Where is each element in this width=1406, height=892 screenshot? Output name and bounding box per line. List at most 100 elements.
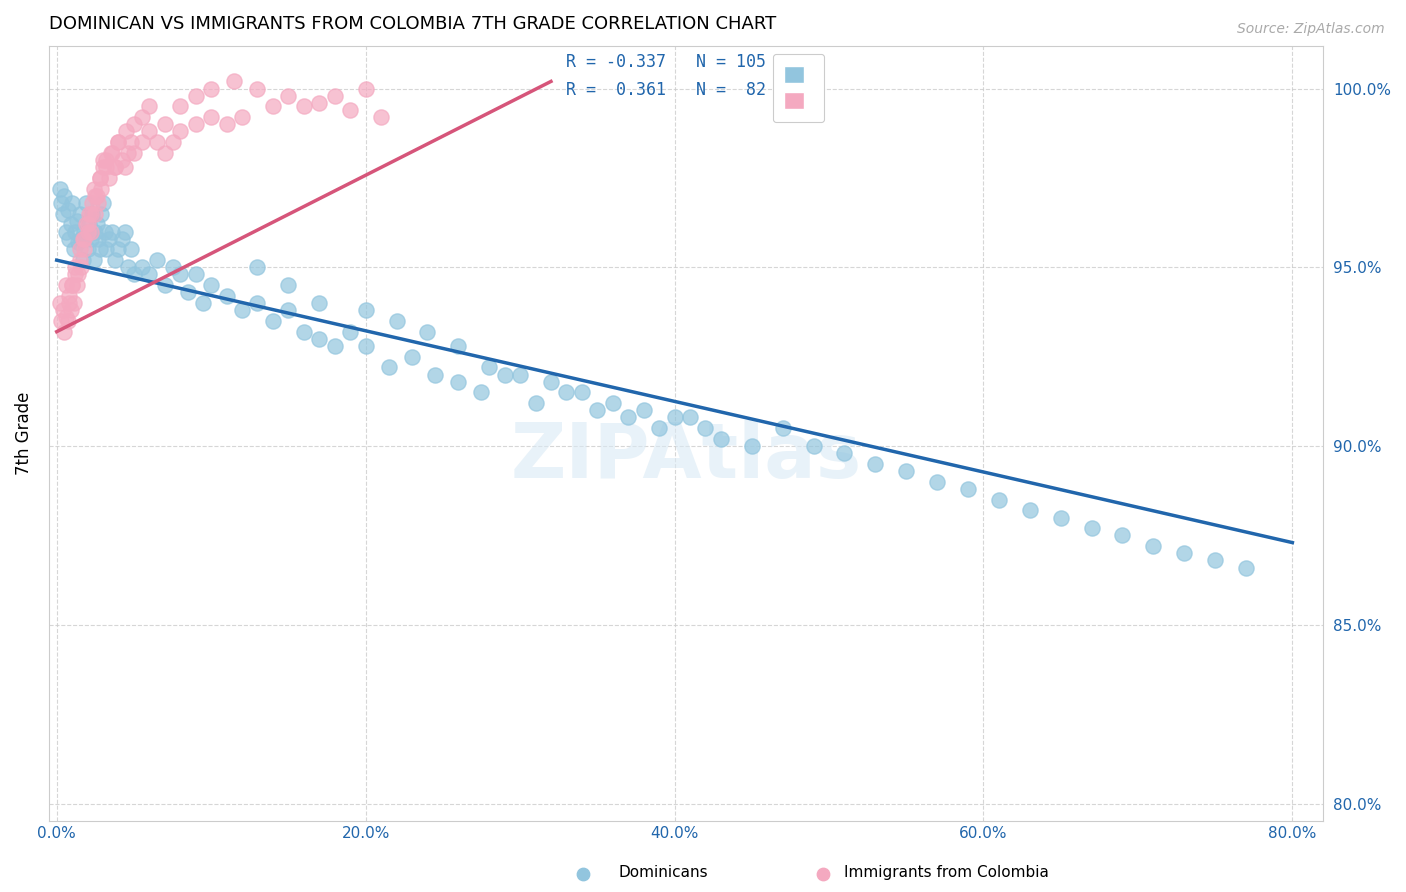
Point xyxy=(91,160,114,174)
Point xyxy=(586,403,609,417)
Point xyxy=(89,170,111,185)
Point xyxy=(107,243,129,257)
Point xyxy=(423,368,446,382)
Point xyxy=(162,135,184,149)
Point xyxy=(308,95,330,110)
Point xyxy=(246,81,269,95)
Text: Immigrants from Colombia: Immigrants from Colombia xyxy=(844,865,1049,880)
Text: R =  0.361   N =  82: R = 0.361 N = 82 xyxy=(567,81,766,99)
Point xyxy=(90,207,112,221)
Point xyxy=(79,225,101,239)
Point xyxy=(494,368,516,382)
Point xyxy=(55,310,77,325)
Point xyxy=(73,243,96,257)
Point xyxy=(65,260,87,275)
Point xyxy=(370,110,392,124)
Point xyxy=(98,232,121,246)
Point xyxy=(131,135,153,149)
Point xyxy=(98,170,121,185)
Point xyxy=(89,170,111,185)
Point xyxy=(49,296,72,310)
Point xyxy=(169,124,191,138)
Text: DOMINICAN VS IMMIGRANTS FROM COLOMBIA 7TH GRADE CORRELATION CHART: DOMINICAN VS IMMIGRANTS FROM COLOMBIA 7T… xyxy=(49,15,776,33)
Point xyxy=(83,182,105,196)
Point xyxy=(184,117,207,131)
Text: Source: ZipAtlas.com: Source: ZipAtlas.com xyxy=(1237,22,1385,37)
Point xyxy=(75,218,97,232)
Point xyxy=(695,421,717,435)
Point xyxy=(710,432,733,446)
Point xyxy=(162,260,184,275)
Point xyxy=(153,278,176,293)
Point xyxy=(72,253,94,268)
Point xyxy=(70,260,93,275)
Point xyxy=(110,232,132,246)
Point xyxy=(555,385,578,400)
Point xyxy=(75,196,97,211)
Point xyxy=(93,225,115,239)
Point xyxy=(354,339,377,353)
Point xyxy=(115,124,138,138)
Point xyxy=(87,232,110,246)
Point xyxy=(1080,521,1102,535)
Point xyxy=(200,278,222,293)
Point xyxy=(100,145,122,160)
Point xyxy=(184,88,207,103)
Point xyxy=(1049,510,1071,524)
Point xyxy=(138,124,160,138)
Legend: , : , xyxy=(773,54,824,122)
Point xyxy=(60,196,83,211)
Point xyxy=(107,135,129,149)
Point xyxy=(122,268,145,282)
Point xyxy=(69,253,91,268)
Point xyxy=(193,296,215,310)
Point xyxy=(679,410,702,425)
Point xyxy=(447,339,470,353)
Point xyxy=(478,360,501,375)
Point xyxy=(53,325,76,339)
Point xyxy=(77,207,100,221)
Point xyxy=(177,285,200,300)
Point xyxy=(602,396,624,410)
Point xyxy=(323,88,346,103)
Point xyxy=(56,314,79,328)
Point xyxy=(55,225,77,239)
Point xyxy=(69,207,91,221)
Text: Dominicans: Dominicans xyxy=(619,865,709,880)
Point xyxy=(277,278,299,293)
Point xyxy=(117,145,139,160)
Point xyxy=(146,253,169,268)
Point xyxy=(378,360,401,375)
Point xyxy=(224,74,246,88)
Point xyxy=(308,296,330,310)
Point xyxy=(51,196,73,211)
Point xyxy=(153,117,176,131)
Point xyxy=(169,99,191,113)
Point xyxy=(114,225,136,239)
Point xyxy=(146,135,169,149)
Point xyxy=(55,278,77,293)
Point xyxy=(62,296,84,310)
Point xyxy=(114,160,136,174)
Point xyxy=(65,268,87,282)
Point xyxy=(94,243,117,257)
Point xyxy=(262,314,284,328)
Point xyxy=(447,375,470,389)
Point xyxy=(56,203,79,218)
Point xyxy=(1234,560,1257,574)
Point xyxy=(169,268,191,282)
Point xyxy=(73,225,96,239)
Point xyxy=(571,385,593,400)
Point xyxy=(262,99,284,113)
Point xyxy=(246,260,269,275)
Point xyxy=(69,243,91,257)
Point xyxy=(308,332,330,346)
Point xyxy=(59,218,82,232)
Point xyxy=(91,153,114,167)
Y-axis label: 7th Grade: 7th Grade xyxy=(15,392,32,475)
Point xyxy=(120,243,142,257)
Point xyxy=(1018,503,1040,517)
Point xyxy=(1111,528,1133,542)
Point xyxy=(354,303,377,318)
Point xyxy=(633,403,655,417)
